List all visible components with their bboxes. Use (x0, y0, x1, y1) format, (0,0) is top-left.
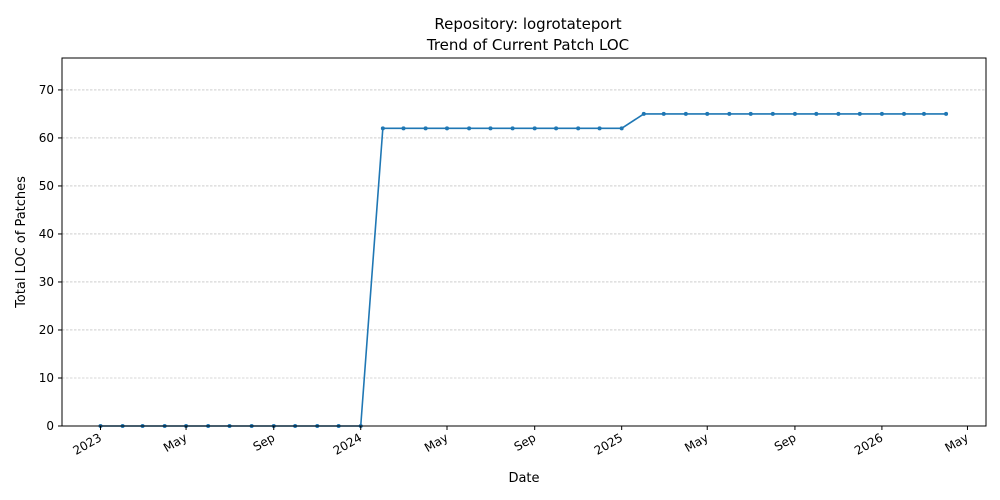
y-tick-label: 70 (39, 83, 54, 97)
series-layer (98, 111, 949, 428)
data-point (380, 126, 385, 131)
data-point (727, 111, 732, 116)
y-tick-label: 0 (46, 419, 54, 433)
data-point (705, 111, 710, 116)
data-point (597, 126, 602, 131)
x-tick-label: May (682, 430, 710, 455)
x-tick-label: May (942, 430, 970, 455)
y-tick-label: 50 (39, 179, 54, 193)
data-point (944, 111, 949, 116)
data-point (879, 111, 884, 116)
data-point (576, 126, 581, 131)
data-point (792, 111, 797, 116)
y-tick-label: 20 (39, 323, 54, 337)
y-gridlines (62, 89, 986, 379)
x-tick-label: Sep (512, 430, 539, 453)
data-point (683, 111, 688, 116)
data-point (836, 111, 841, 116)
data-point (661, 111, 666, 116)
x-tick-label: Sep (251, 430, 278, 453)
data-point (902, 111, 907, 116)
data-point (532, 126, 537, 131)
data-point (554, 126, 559, 131)
chart-title: Repository: logrotateport (434, 15, 621, 33)
x-tick-label: 2025 (592, 430, 625, 457)
data-point (641, 111, 646, 116)
x-tick-label: Sep (772, 430, 799, 453)
data-point (510, 126, 515, 131)
x-tick-label: 2023 (71, 430, 104, 457)
data-point (401, 126, 406, 131)
x-tick-label: May (161, 430, 189, 455)
x-axis-label: Date (508, 471, 539, 486)
y-axis-ticks: 0 10 20 30 40 50 60 70 (39, 83, 62, 433)
x-tick-label: 2026 (852, 430, 885, 457)
y-tick-label: 10 (39, 371, 54, 385)
data-point (814, 111, 819, 116)
y-tick-label: 30 (39, 275, 54, 289)
data-point (619, 126, 624, 131)
data-point (423, 126, 428, 131)
data-point (770, 111, 775, 116)
data-point (467, 126, 472, 131)
y-tick-label: 60 (39, 131, 54, 145)
data-point (857, 111, 862, 116)
y-tick-label: 40 (39, 227, 54, 241)
data-point (748, 111, 753, 116)
x-tick-label: 2024 (331, 430, 364, 457)
chart-subtitle: Trend of Current Patch LOC (426, 36, 629, 54)
x-tick-label: May (422, 430, 450, 455)
data-point (488, 126, 493, 131)
data-point (445, 126, 449, 131)
data-point (921, 111, 926, 116)
series-line (100, 113, 947, 427)
plot-frame (61, 57, 987, 427)
x-axis-ticks: 2023 May Sep 2024 May Sep 2025 May Sep 2026 May (71, 426, 971, 458)
y-axis-label: Total LOC of Patches (14, 176, 29, 309)
